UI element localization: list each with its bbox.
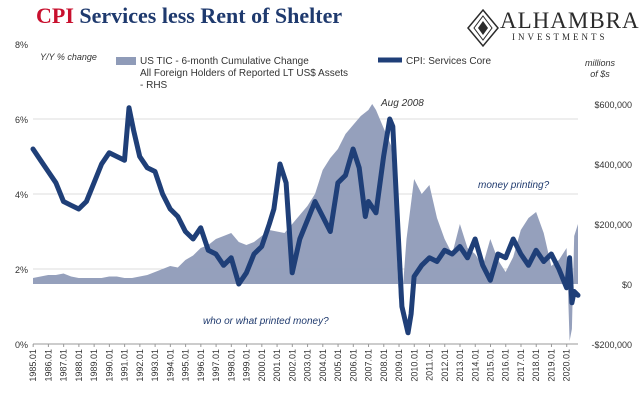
annotation-who-printed: who or what printed money? <box>203 316 329 327</box>
x-tick-label: 1988.01 <box>74 349 84 382</box>
legend-area-label-3: - RHS <box>140 80 168 91</box>
series-line-cpi <box>30 105 581 336</box>
right-axis-label-line1: millions <box>585 58 616 68</box>
x-tick-label: 1997.01 <box>211 349 221 382</box>
x-tick-label: 2020.01 <box>562 349 572 382</box>
x-tick-label: 1998.01 <box>226 349 236 382</box>
x-tick-label: 2018.01 <box>531 349 541 382</box>
x-tick-label: 2005.01 <box>333 349 343 382</box>
x-tick-label: 1987.01 <box>59 349 69 382</box>
x-tick-label: 2003.01 <box>303 349 313 382</box>
x-tick-label: 1986.01 <box>43 349 53 382</box>
x-tick-label: 2008.01 <box>379 349 389 382</box>
x-tick-label: 2011.01 <box>425 349 435 381</box>
line-series-layer <box>30 105 581 336</box>
right-tick-label: $200,000 <box>594 220 632 230</box>
x-tick-label: 2000.01 <box>257 349 267 382</box>
x-tick-label: 1996.01 <box>196 349 206 382</box>
x-tick-label: 1985.01 <box>28 349 38 382</box>
x-tick-label: 1992.01 <box>135 349 145 382</box>
x-tick-label: 1995.01 <box>181 349 191 382</box>
right-axis-ticks: -$200,000 $0 $200,000 $400,000 $600,000 <box>591 100 632 350</box>
x-tick-label: 2009.01 <box>394 349 404 382</box>
right-axis-label-line2: of $s <box>590 69 610 79</box>
x-tick-label: 1993.01 <box>150 349 160 382</box>
x-tick-label: 1999.01 <box>242 349 252 382</box>
x-tick-label: 1990.01 <box>104 349 114 382</box>
right-tick-label: -$200,000 <box>591 340 632 350</box>
x-tick-label: 2015.01 <box>486 349 496 382</box>
x-tick-label: 1991.01 <box>120 349 130 382</box>
logo-subtitle: INVESTMENTS <box>512 32 608 42</box>
x-tick-label: 2006.01 <box>348 349 358 382</box>
title-accent: CPI <box>36 3 74 28</box>
x-tick-label: 1994.01 <box>165 349 175 382</box>
annotation-money-printing: money printing? <box>478 180 550 191</box>
x-tick-label: 2019.01 <box>547 349 557 382</box>
alhambra-logo: ALHAMBRA INVESTMENTS <box>466 8 639 48</box>
left-tick-label: 4% <box>15 190 28 200</box>
x-tick-label: 1989.01 <box>89 349 99 382</box>
x-tick-label: 2002.01 <box>287 349 297 382</box>
left-axis-ticks: 0% 2% 4% 6% 8% <box>15 40 28 350</box>
legend-area-label-2: All Foreign Holders of Reported LT US$ A… <box>140 68 348 79</box>
legend-area-swatch <box>116 57 136 65</box>
left-axis-label: Y/Y % change <box>40 52 97 62</box>
legend-area-label-1: US TIC - 6-month Cumulative Change <box>140 56 309 67</box>
legend: US TIC - 6-month Cumulative Change All F… <box>116 56 491 91</box>
annotation-aug-2008: Aug 2008 <box>380 98 424 109</box>
left-tick-label: 6% <box>15 115 28 125</box>
logo-name: ALHAMBRA <box>500 8 640 33</box>
x-tick-label: 2016.01 <box>501 349 511 382</box>
x-tick-label: 2010.01 <box>409 349 419 382</box>
x-tick-label: 2012.01 <box>440 349 450 382</box>
logo-diamond-icon <box>467 8 499 48</box>
x-tick-label: 2014.01 <box>470 349 480 382</box>
x-axis-ticks: 1985.01 1986.01 1987.01 1988.01 1989.01 1990.… <box>28 344 572 382</box>
right-tick-label: $400,000 <box>594 160 632 170</box>
legend-line-label: CPI: Services Core <box>406 56 491 67</box>
x-tick-label: 2017.01 <box>516 349 526 382</box>
left-tick-label: 8% <box>15 40 28 50</box>
x-tick-label: 2007.01 <box>364 349 374 382</box>
left-tick-label: 0% <box>15 340 28 350</box>
right-tick-label: $600,000 <box>594 100 632 110</box>
left-tick-label: 2% <box>15 265 28 275</box>
chart-title: CPI Services less Rent of Shelter <box>36 3 342 29</box>
x-tick-label: 2001.01 <box>272 349 282 382</box>
x-tick-label: 2004.01 <box>318 349 328 382</box>
right-tick-label: $0 <box>622 280 632 290</box>
title-rest: Services less Rent of Shelter <box>73 3 343 28</box>
x-tick-label: 2013.01 <box>455 349 465 382</box>
